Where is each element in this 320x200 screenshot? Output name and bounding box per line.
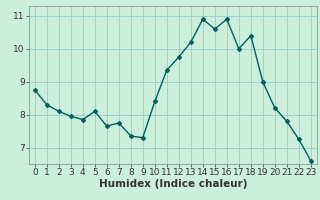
X-axis label: Humidex (Indice chaleur): Humidex (Indice chaleur) bbox=[99, 179, 247, 189]
